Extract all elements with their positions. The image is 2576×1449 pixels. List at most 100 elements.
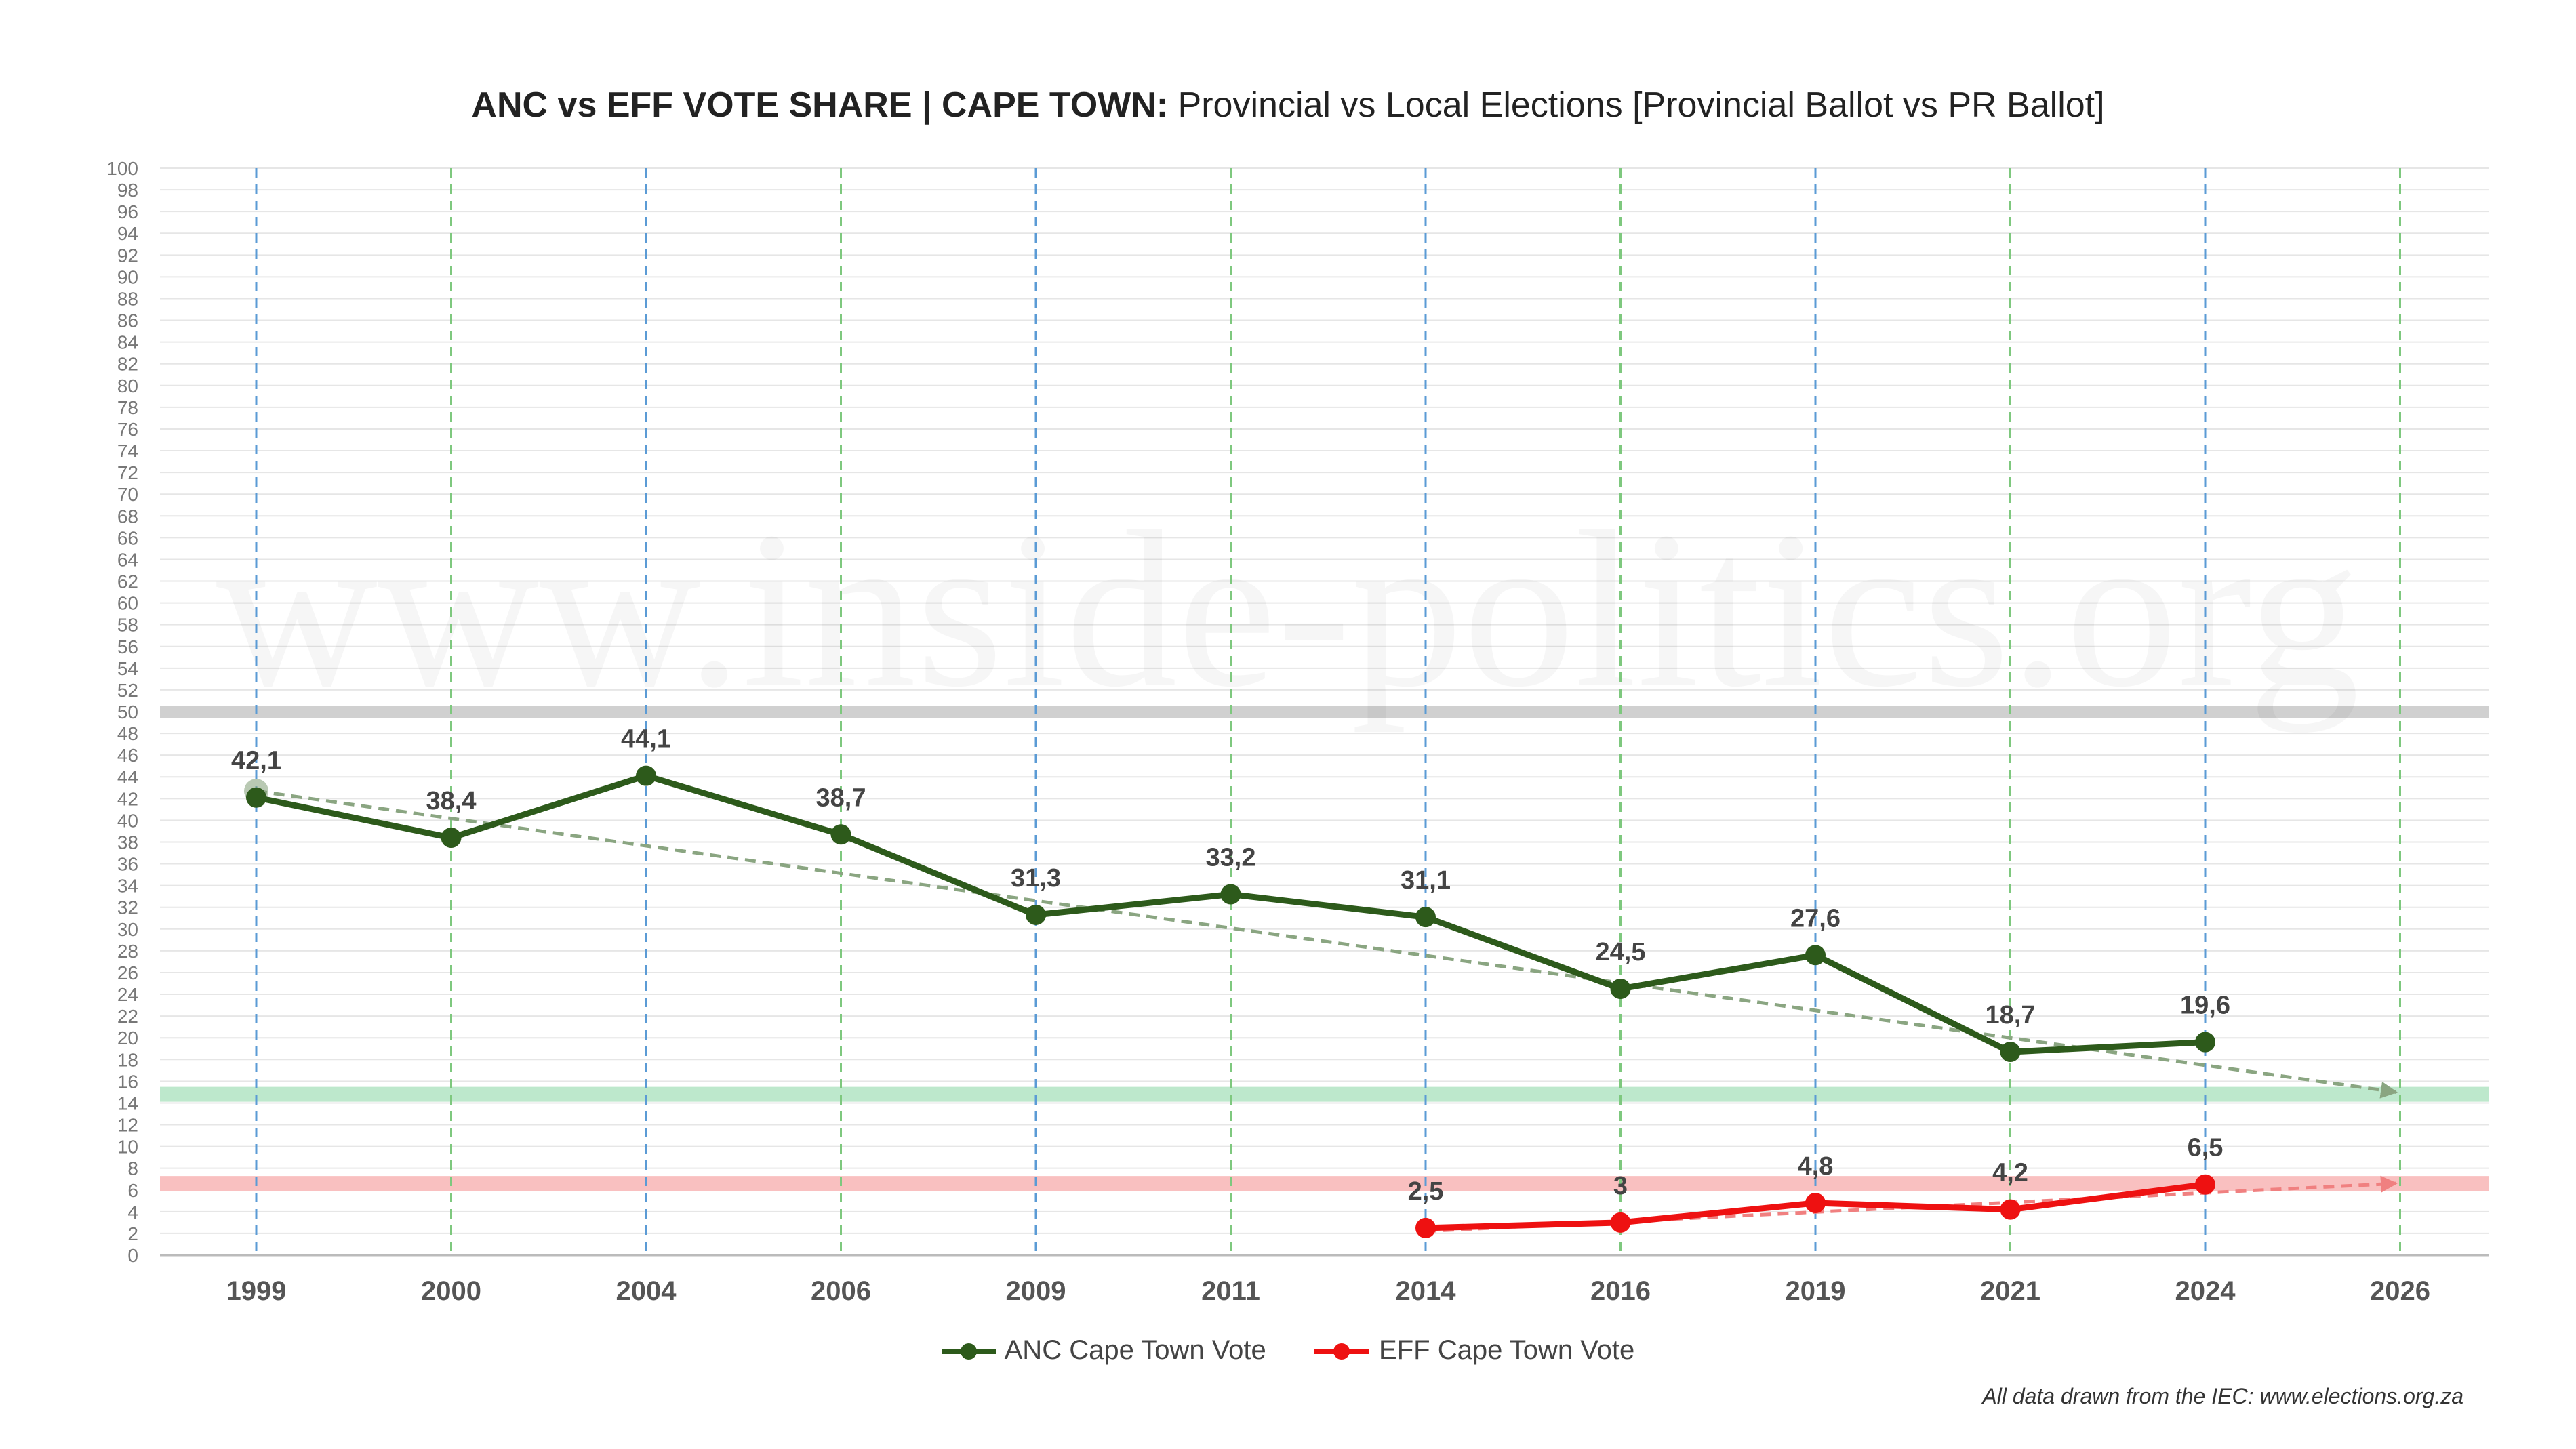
y-tick-label-16: 16 xyxy=(117,1071,138,1092)
data-series xyxy=(246,765,2215,1238)
trendlines xyxy=(244,779,2398,1233)
watermark: www.inside-politics.org xyxy=(216,486,2360,733)
anc-label-2021: 18,7 xyxy=(1986,1001,2036,1029)
eff-label-2021: 4,2 xyxy=(1992,1159,2028,1187)
anc-point-2009 xyxy=(1026,904,1046,925)
anc-point-2019 xyxy=(1805,945,1826,966)
y-tick-label-10: 10 xyxy=(117,1137,138,1158)
y-tick-label-34: 34 xyxy=(117,876,138,897)
y-tick-label-38: 38 xyxy=(117,832,138,853)
y-tick-label-88: 88 xyxy=(117,288,138,309)
y-tick-label-30: 30 xyxy=(117,919,138,940)
y-tick-label-6: 6 xyxy=(127,1180,138,1201)
anc-label-2009: 31,3 xyxy=(1011,864,1061,893)
y-tick-label-20: 20 xyxy=(117,1027,138,1048)
y-tick-label-86: 86 xyxy=(117,310,138,331)
x-tick-label-2006: 2006 xyxy=(811,1276,871,1306)
x-axis-labels: 1999 2000 2004 2006 2009 2011 2014 2016 2019 2021… xyxy=(226,1276,2430,1306)
y-tick-label-12: 12 xyxy=(117,1115,138,1136)
y-tick-label-8: 8 xyxy=(127,1158,138,1179)
anc-label-2016: 24,5 xyxy=(1596,938,1646,966)
anc-point-2000 xyxy=(441,828,462,849)
y-tick-label-40: 40 xyxy=(117,810,138,831)
x-tick-label-2004: 2004 xyxy=(616,1276,677,1306)
y-tick-label-44: 44 xyxy=(117,767,138,788)
y-tick-label-18: 18 xyxy=(117,1049,138,1070)
chart-title-rest: Provincial vs Local Elections [Provincia… xyxy=(1168,85,2105,125)
anc-label-2014: 31,1 xyxy=(1401,866,1451,895)
y-tick-label-90: 90 xyxy=(117,266,138,287)
legend-swatch-anc xyxy=(941,1343,996,1360)
x-tick-label-2016: 2016 xyxy=(1590,1276,1651,1306)
y-tick-label-52: 52 xyxy=(117,680,138,701)
y-tick-label-94: 94 xyxy=(117,223,138,244)
eff-point-2021 xyxy=(2000,1199,2021,1220)
y-tick-label-98: 98 xyxy=(117,180,138,201)
year-guides xyxy=(255,168,2401,1255)
y-tick-label-72: 72 xyxy=(117,462,138,483)
legend-label-eff: EFF Cape Town Vote xyxy=(1379,1334,1635,1365)
y-tick-label-82: 82 xyxy=(117,354,138,375)
legend-swatch-eff xyxy=(1314,1343,1369,1360)
anc-label-2000: 38,4 xyxy=(426,787,477,815)
anc-line xyxy=(256,773,2206,1055)
chart-title: ANC vs EFF VOTE SHARE | CAPE TOWN: Provi… xyxy=(0,85,2576,125)
y-tick-label-68: 68 xyxy=(117,506,138,527)
anc-label-2004: 44,1 xyxy=(621,725,671,754)
y-tick-label-0: 0 xyxy=(127,1245,138,1266)
x-tick-label-2019: 2019 xyxy=(1786,1276,1846,1306)
chart-title-bold: ANC vs EFF VOTE SHARE | CAPE TOWN: xyxy=(471,85,1169,125)
y-tick-label-100: 100 xyxy=(106,158,138,179)
y-tick-label-4: 4 xyxy=(127,1202,138,1223)
eff-label-2019: 4,8 xyxy=(1798,1152,1834,1181)
legend-item-eff[interactable]: EFF Cape Town Vote xyxy=(1314,1335,1634,1366)
anc-point-1999 xyxy=(246,787,266,808)
legend-item-anc[interactable]: ANC Cape Town Vote xyxy=(941,1334,1266,1366)
anc-point-2024 xyxy=(2195,1032,2215,1053)
y-tick-label-26: 26 xyxy=(117,962,138,983)
y-tick-label-70: 70 xyxy=(117,484,138,505)
anc-trendline xyxy=(256,789,2398,1099)
y-tick-label-74: 74 xyxy=(117,441,138,462)
x-tick-label-2014: 2014 xyxy=(1396,1276,1457,1306)
anc-label-2011: 33,2 xyxy=(1206,843,1256,872)
x-tick-label-2009: 2009 xyxy=(1006,1276,1066,1306)
y-tick-label-84: 84 xyxy=(117,332,138,353)
y-tick-label-22: 22 xyxy=(117,1006,138,1027)
legend: ANC Cape Town Vote EFF Cape Town Vote xyxy=(0,1334,2576,1366)
anc-label-2024: 19,6 xyxy=(2180,992,2230,1020)
y-gridlines xyxy=(160,167,2489,1234)
eff-point-2019 xyxy=(1805,1193,1826,1214)
x-tick-label-2011: 2011 xyxy=(1201,1276,1260,1306)
y-tick-label-2: 2 xyxy=(127,1223,138,1244)
y-tick-label-64: 64 xyxy=(117,549,138,570)
x-tick-label-1999: 1999 xyxy=(226,1276,287,1306)
x-tick-label-2021: 2021 xyxy=(1980,1276,2040,1306)
anc-point-2011 xyxy=(1220,884,1241,905)
y-tick-label-28: 28 xyxy=(117,941,138,962)
y-tick-label-56: 56 xyxy=(117,636,138,657)
y-tick-label-14: 14 xyxy=(117,1093,138,1114)
anc-label-2006: 38,7 xyxy=(816,783,866,812)
anc-point-2006 xyxy=(830,824,851,845)
y-axis-labels: 0246810121416182022242628303234363840424… xyxy=(106,158,138,1266)
source-note: All data drawn from the IEC: www.electio… xyxy=(1982,1384,2463,1408)
anc-point-2014 xyxy=(1415,907,1436,928)
y-tick-label-46: 46 xyxy=(117,745,138,766)
y-tick-label-76: 76 xyxy=(117,419,138,440)
y-tick-label-54: 54 xyxy=(117,658,138,679)
x-tick-label-2026: 2026 xyxy=(2370,1276,2430,1306)
eff-label-2016: 3 xyxy=(1613,1172,1628,1200)
y-tick-label-62: 62 xyxy=(117,571,138,592)
data-labels: 42,1 38,4 44,1 38,7 31,3 33,2 31,1 24,5 27,6 18,7… xyxy=(231,725,2230,1206)
x-tick-label-2024: 2024 xyxy=(2175,1276,2236,1306)
eff-label-2024: 6,5 xyxy=(2188,1134,2223,1162)
x-tick-label-2000: 2000 xyxy=(421,1276,481,1306)
reference-bands xyxy=(160,706,2489,1191)
y-tick-label-50: 50 xyxy=(117,701,138,722)
eff-point-2024 xyxy=(2195,1174,2215,1195)
y-tick-label-42: 42 xyxy=(117,788,138,809)
legend-label-anc: ANC Cape Town Vote xyxy=(1004,1334,1266,1365)
y-tick-label-96: 96 xyxy=(117,201,138,222)
